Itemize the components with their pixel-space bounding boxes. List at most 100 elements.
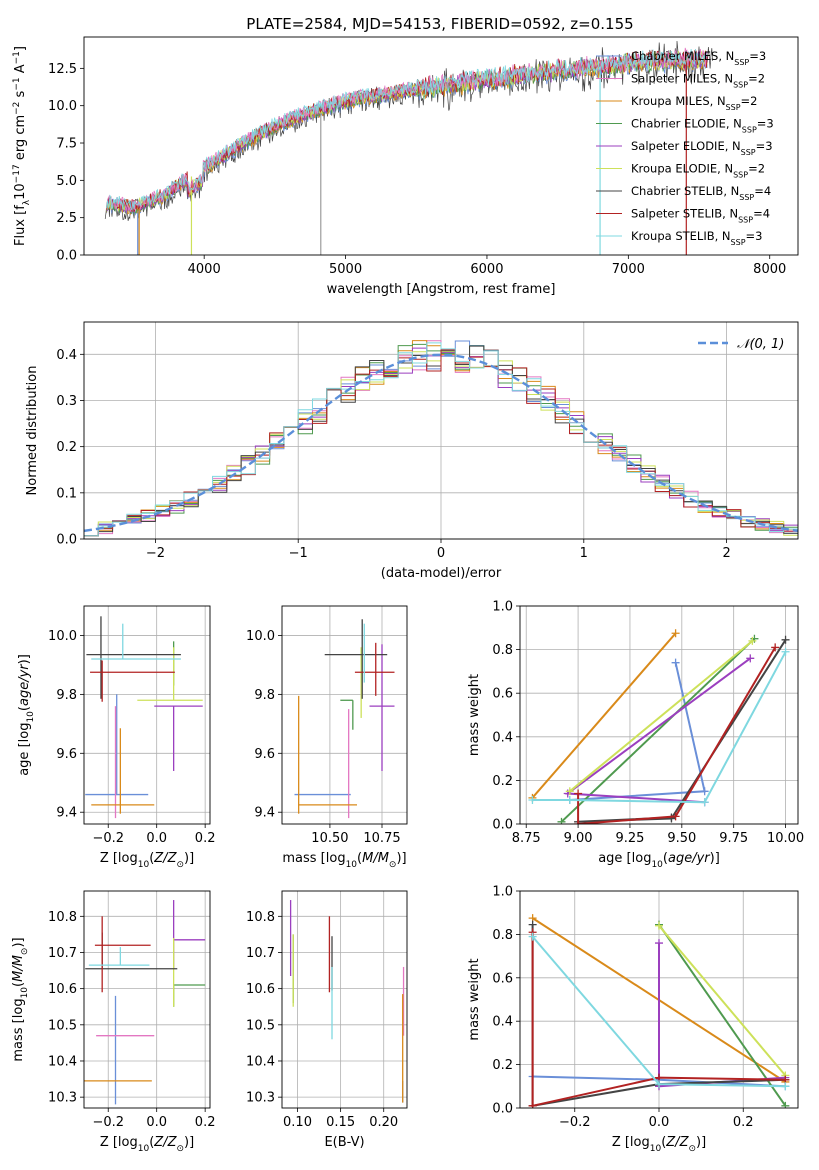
axes-frame: [519, 605, 799, 825]
gaussian-reference-curve: [84, 353, 798, 533]
x-tick-label: 0.20: [369, 1115, 398, 1130]
y-tick-label: 0.6: [492, 687, 513, 702]
residuals-axes: −2 −1 0 1 2 0.0 0.1 0.2 0.3 0.4 (data-model)/error…: [25, 321, 799, 581]
hist-step-8: [84, 342, 798, 539]
y-tick-label: 9.6: [56, 747, 77, 762]
legend-label: Chabrier MILES, NSSP=3: [631, 49, 766, 67]
spectrum-axes: 4000 5000 6000 7000 8000 0.0 2.5 5.0 7.5 10.0 12.5…: [12, 36, 799, 297]
x-axis-label: Z [log10(Z/Z⊙)]: [612, 1135, 706, 1154]
y-tick-label: 1.0: [492, 600, 513, 615]
x-tick-label: 8.75: [512, 831, 541, 846]
y-tick-label: 10.5: [48, 1018, 77, 1033]
y-tick-label: 10.0: [48, 629, 77, 644]
x-tick-label: 0.0: [146, 1115, 167, 1130]
x-tick-label: 0.15: [326, 1115, 355, 1130]
x-tick-label: 2: [722, 546, 730, 561]
x-tick-label: −0.2: [92, 1115, 124, 1130]
age_vs_Z-axes: −0.2 0.0 0.2 9.4 9.6 9.8 10.0 Z [log10(Z/Z⊙)] ag…: [17, 605, 216, 870]
weight-line-5: [569, 640, 754, 793]
y-tick-label: 10.3: [246, 1091, 275, 1106]
legend-label: Chabrier ELODIE, NSSP=3: [631, 117, 774, 135]
x-tick-label: 10.50: [311, 831, 348, 846]
weight-line-8: [532, 651, 787, 804]
x-tick-label: 9.50: [667, 831, 696, 846]
age_vs_mass-plot-area: [294, 619, 395, 819]
weight-marker: [781, 635, 790, 644]
weight-marker: [528, 932, 537, 941]
y-tick-label: 0.2: [492, 1058, 513, 1073]
x-tick-label: 9.75: [719, 831, 748, 846]
y-tick-label: 5.0: [56, 174, 77, 189]
x-tick-label: 9.25: [615, 831, 644, 846]
weight-marker: [565, 787, 574, 796]
x-tick-label: 0.10: [283, 1115, 312, 1130]
weight-marker: [671, 812, 680, 821]
y-tick-label: 0.6: [492, 971, 513, 986]
x-tick-label: −0.2: [92, 831, 124, 846]
y-axis-label: age [log10(age/yr)]: [17, 654, 36, 776]
y-tick-label: 1.0: [492, 885, 513, 900]
y-tick-label: 0.2: [56, 440, 77, 455]
weight-marker: [655, 1080, 663, 1089]
y-tick-label: 10.5: [246, 1018, 275, 1033]
weight-marker: [574, 789, 583, 798]
weight-marker: [655, 939, 663, 948]
x-axis-label: wavelength [Angstrom, rest frame]: [327, 282, 556, 297]
x-axis-label: age [log10(age/yr)]: [598, 851, 720, 870]
figure-title: PLATE=2584, MJD=54153, FIBERID=0592, z=0…: [246, 15, 633, 33]
legend-label: Salpeter ELODIE, NSSP=3: [631, 139, 773, 157]
weight-marker: [565, 796, 574, 805]
y-tick-label: 9.8: [56, 688, 77, 703]
y-tick-label: 9.4: [254, 806, 275, 821]
x-axis-label: (data-model)/error: [381, 566, 502, 581]
y-tick-label: 0.2: [492, 774, 513, 789]
weight-line-3: [560, 637, 756, 823]
weight-marker: [557, 817, 566, 824]
weight-marker: [781, 1101, 790, 1108]
y-tick-label: 0.0: [492, 1102, 513, 1117]
y-axis-label: mass weight: [467, 674, 482, 756]
y-axis-label: mass [log10(M/M⊙)]: [11, 937, 30, 1061]
y-tick-label: 0.8: [492, 643, 513, 658]
spectrum-line-8: [106, 48, 708, 211]
y-tick-label: 0.4: [492, 730, 513, 745]
y-tick-label: 9.4: [56, 806, 77, 821]
legend-label: Salpeter STELIB, NSSP=4: [631, 207, 770, 225]
x-tick-label: −1: [289, 546, 308, 561]
y-tick-label: 10.8: [246, 910, 275, 925]
legend-label: Kroupa STELIB, NSSP=3: [631, 229, 762, 247]
spectrum-line-0: [106, 51, 708, 216]
y-tick-label: 10.3: [48, 1091, 77, 1106]
weight-marker: [528, 920, 537, 929]
y-tick-label: 10.0: [246, 629, 275, 644]
y-tick-label: 0.8: [492, 928, 513, 943]
y-tick-label: 2.5: [56, 211, 77, 226]
mass_vs_Z-plot-area: [84, 900, 206, 1105]
weight_vs_age-axes: 8.75 9.00 9.25 9.50 9.75 10.00 0.0 0.2 0.4 0.6 0.8…: [467, 600, 804, 871]
y-tick-label: 9.8: [254, 688, 275, 703]
weight-marker: [781, 1082, 790, 1091]
x-tick-label: 0.0: [146, 831, 167, 846]
x-tick-label: 0.2: [195, 831, 216, 846]
y-tick-label: 10.7: [246, 946, 275, 961]
weight-marker: [655, 921, 663, 930]
axes-frame: [281, 890, 408, 1109]
x-tick-label: 5000: [329, 262, 362, 277]
x-tick-label: 1: [580, 546, 588, 561]
age_vs_Z-plot-area: [85, 616, 203, 819]
weight-marker: [748, 636, 757, 645]
y-tick-label: 10.6: [48, 982, 77, 997]
x-axis-label: E(B-V): [324, 1135, 364, 1150]
axes-frame: [83, 605, 211, 825]
y-tick-label: 0.0: [56, 533, 77, 548]
legend-label: Kroupa ELODIE, NSSP=2: [631, 162, 765, 180]
spectrum-line-5: [106, 50, 708, 212]
y-tick-label: 0.4: [56, 348, 77, 363]
y-tick-label: 0.1: [56, 486, 77, 501]
legend-label: 𝒩(0, 1): [737, 337, 784, 352]
x-tick-label: 0.2: [733, 1115, 754, 1130]
weight-marker: [574, 820, 583, 824]
y-tick-label: 12.5: [48, 62, 77, 77]
residuals-plot-area: [84, 340, 798, 539]
weight-marker: [746, 654, 755, 663]
